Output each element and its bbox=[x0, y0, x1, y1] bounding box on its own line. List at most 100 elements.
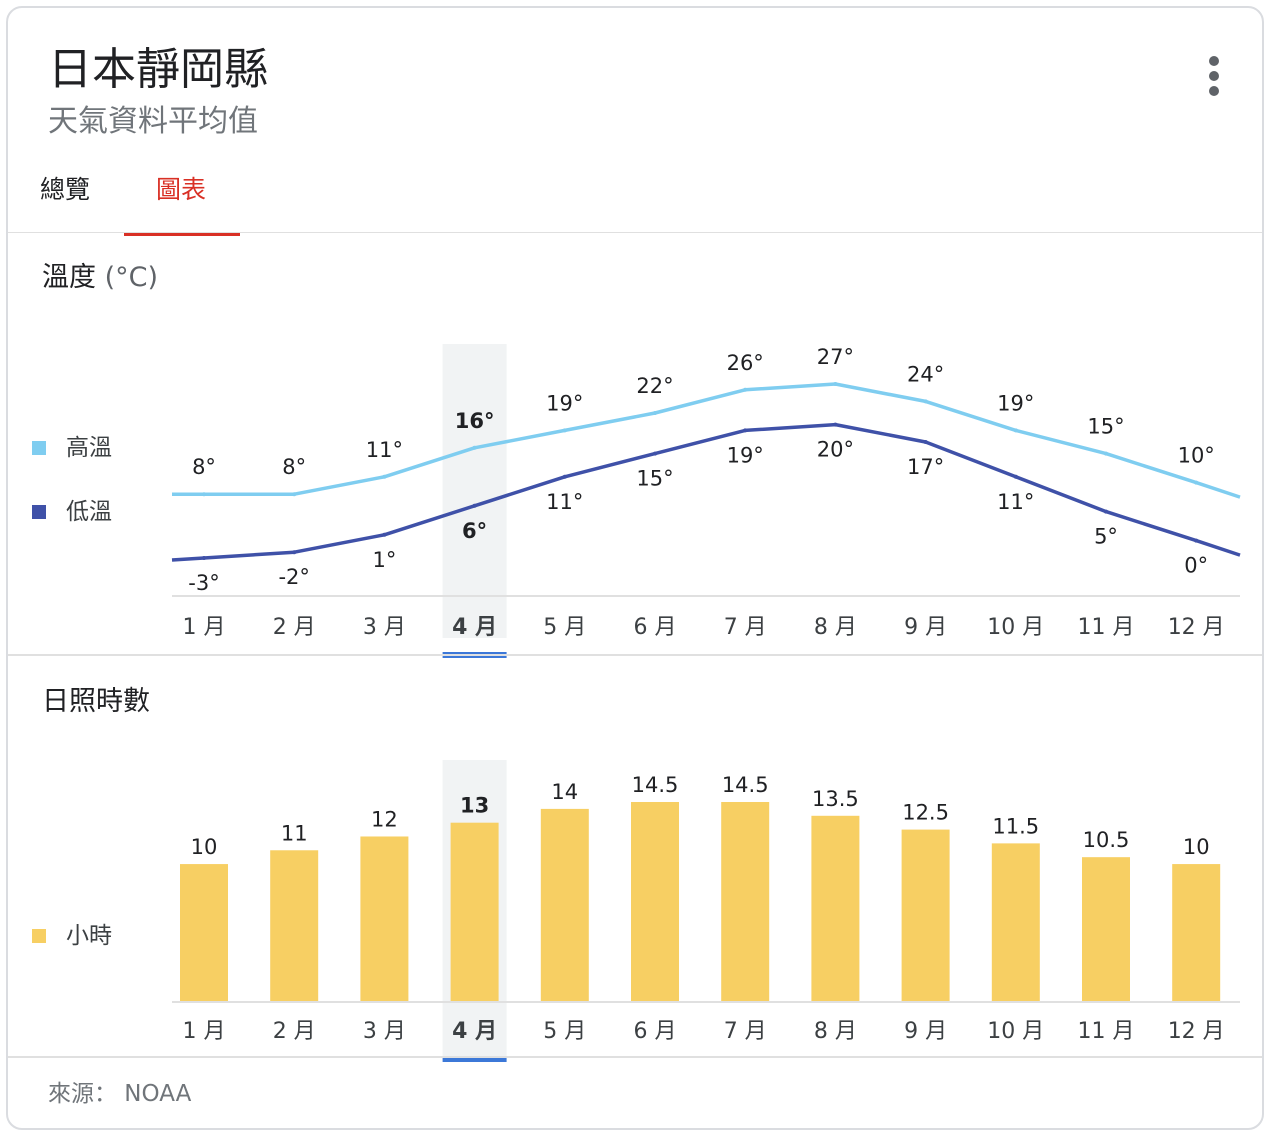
low-temp-label: 1° bbox=[372, 548, 396, 572]
low-temp-point bbox=[923, 440, 928, 444]
low-temp-point bbox=[653, 451, 657, 456]
sunshine-bar bbox=[901, 829, 950, 1002]
high-temp-point bbox=[743, 387, 748, 392]
high-temp-label: 19° bbox=[546, 391, 583, 415]
high-temp-label: 11° bbox=[366, 438, 403, 462]
footer-divider bbox=[8, 1056, 1262, 1058]
month-tick-label: 8 月 bbox=[814, 1019, 857, 1044]
month-tick-label: 11 月 bbox=[1078, 615, 1135, 640]
more-dot-icon bbox=[1209, 86, 1219, 96]
legend-high: 高溫 bbox=[32, 432, 112, 464]
low-temp-point bbox=[562, 474, 567, 479]
sunshine-value-label: 12 bbox=[371, 807, 398, 831]
high-temp-point bbox=[382, 474, 387, 479]
month-tick-label: 11 月 bbox=[1078, 1019, 1135, 1044]
legend-low: 低溫 bbox=[32, 496, 112, 528]
low-temp-line bbox=[171, 422, 1241, 562]
sunshine-bar bbox=[180, 864, 228, 1002]
page-subtitle: 天氣資料平均值 bbox=[48, 104, 258, 139]
month-tick-label: 7 月 bbox=[724, 1019, 767, 1044]
source-label: 來源： NOAA bbox=[48, 1081, 192, 1107]
low-temp-label: 0° bbox=[1184, 554, 1208, 578]
low-temp-label: 11° bbox=[546, 490, 583, 514]
month-tick-label: 5 月 bbox=[543, 1019, 586, 1044]
low-temp-point bbox=[292, 550, 297, 555]
more-options-button[interactable] bbox=[1196, 52, 1232, 100]
sunshine-bar bbox=[991, 843, 1040, 1002]
high-temp-point bbox=[472, 445, 477, 450]
legend-hours: 小時 bbox=[32, 920, 112, 952]
high-temp-label: 8° bbox=[282, 455, 306, 479]
month-tick-label: 12 月 bbox=[1168, 1019, 1225, 1044]
low-temp-point bbox=[472, 503, 477, 508]
month-tick-label: 1 月 bbox=[183, 1019, 226, 1044]
low-temp-label: 19° bbox=[727, 443, 764, 467]
sunshine-value-label: 10.5 bbox=[1083, 828, 1130, 852]
low-temp-label: -3° bbox=[188, 571, 219, 595]
low-temp-point bbox=[1194, 538, 1199, 543]
high-temp-point bbox=[292, 492, 297, 497]
low-temp-label: 6° bbox=[462, 519, 487, 543]
temperature-title: 溫度 (°C) bbox=[42, 258, 158, 298]
legend-high-label: 高溫 bbox=[66, 435, 112, 461]
high-temp-point bbox=[653, 411, 657, 415]
high-temp-label: 24° bbox=[907, 362, 944, 386]
legend-hours-label: 小時 bbox=[66, 923, 112, 949]
month-tick-label: 3 月 bbox=[363, 1019, 406, 1044]
more-dot-icon bbox=[1209, 56, 1219, 66]
tabs-divider bbox=[8, 232, 1262, 233]
high-temp-label: 19° bbox=[997, 391, 1034, 415]
low-temp-point bbox=[1013, 474, 1018, 479]
tab-chart[interactable]: 圖表 bbox=[156, 175, 207, 204]
high-temp-point bbox=[1013, 428, 1018, 433]
sunshine-value-label: 14.5 bbox=[632, 773, 679, 797]
month-tick-label: 2 月 bbox=[273, 1019, 316, 1044]
sunshine-bar bbox=[631, 802, 679, 1002]
month-tick-label: 9 月 bbox=[904, 1019, 947, 1044]
legend-low-swatch bbox=[32, 505, 46, 519]
month-tick-label: 4 月 bbox=[452, 1019, 497, 1044]
high-temp-line bbox=[172, 382, 1241, 499]
sunshine-value-label: 14 bbox=[551, 780, 578, 804]
month-tick-label: 4 月 bbox=[452, 615, 497, 640]
sunshine-value-label: 13 bbox=[460, 794, 489, 818]
sunshine-bar bbox=[811, 815, 860, 1002]
low-temp-label: 5° bbox=[1094, 525, 1118, 549]
low-temp-label: 11° bbox=[997, 490, 1034, 514]
high-temp-label: 27° bbox=[817, 345, 854, 369]
month-tick-label: 12 月 bbox=[1168, 615, 1225, 640]
high-temp-point bbox=[562, 428, 567, 433]
sunshine-bar bbox=[450, 822, 499, 1002]
month-tick-label: 5 月 bbox=[543, 615, 586, 640]
low-temp-point bbox=[743, 428, 748, 433]
month-tick-label: 6 月 bbox=[634, 615, 677, 640]
high-temp-point bbox=[1104, 451, 1108, 456]
sunshine-value-label: 10 bbox=[1183, 835, 1210, 859]
sunshine-bar bbox=[540, 808, 589, 1002]
month-tick-label: 6 月 bbox=[634, 1019, 677, 1044]
sunshine-value-label: 13.5 bbox=[812, 787, 859, 811]
month-tick-label: 10 月 bbox=[987, 1019, 1044, 1044]
month-tick-label: 2 月 bbox=[273, 615, 316, 640]
sunshine-value-label: 11.5 bbox=[992, 814, 1039, 838]
sunshine-value-label: 12.5 bbox=[902, 801, 949, 825]
sunshine-bar bbox=[1172, 864, 1221, 1002]
legend-high-swatch bbox=[32, 441, 46, 455]
high-temp-label: 26° bbox=[727, 351, 764, 375]
sunshine-bar bbox=[270, 850, 319, 1002]
sunshine-bar bbox=[721, 802, 770, 1002]
month-tick-label: 1 月 bbox=[183, 615, 226, 640]
selected-month-highlight bbox=[442, 344, 507, 638]
month-tick-label: 10 月 bbox=[987, 615, 1044, 640]
legend-low-label: 低溫 bbox=[66, 499, 112, 525]
high-temp-point bbox=[923, 399, 928, 404]
sunshine-value-label: 11 bbox=[281, 821, 308, 845]
page-title: 日本靜岡縣 bbox=[48, 44, 268, 95]
month-tick-label: 9 月 bbox=[904, 615, 947, 640]
high-temp-label: 8° bbox=[192, 455, 216, 479]
temperature-unit: (°C) bbox=[104, 262, 159, 293]
low-temp-label: 20° bbox=[817, 438, 854, 462]
month-tick-label: 3 月 bbox=[363, 615, 406, 640]
tab-overview[interactable]: 總覽 bbox=[40, 175, 91, 204]
high-temp-point bbox=[202, 492, 206, 497]
